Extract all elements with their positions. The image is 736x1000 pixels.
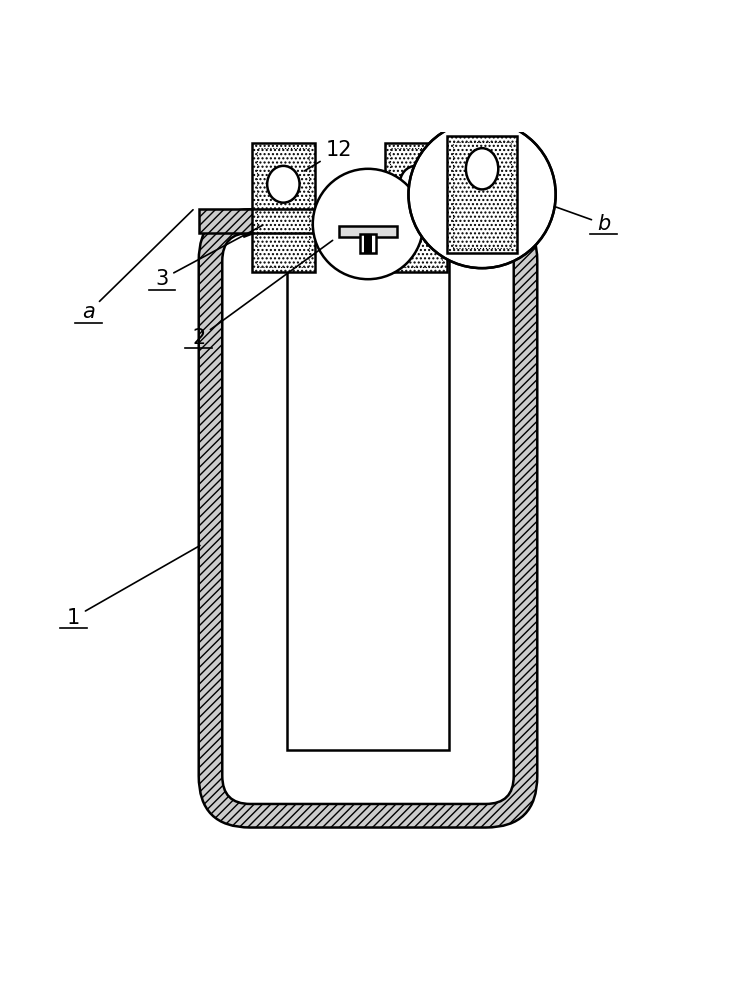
Text: b: b bbox=[555, 207, 610, 234]
Bar bbox=[384, 143, 447, 272]
Text: a: a bbox=[82, 210, 193, 322]
Bar bbox=[339, 226, 397, 237]
Bar bbox=[390, 148, 442, 267]
Ellipse shape bbox=[466, 148, 498, 189]
Bar bbox=[447, 136, 517, 253]
Text: 1: 1 bbox=[67, 546, 200, 628]
Bar bbox=[258, 148, 310, 267]
FancyBboxPatch shape bbox=[222, 233, 514, 804]
Bar bbox=[453, 142, 511, 248]
Bar bbox=[199, 209, 537, 233]
Bar bbox=[252, 143, 315, 272]
Circle shape bbox=[408, 121, 556, 268]
Bar bbox=[384, 143, 447, 272]
Ellipse shape bbox=[400, 166, 432, 203]
Bar bbox=[447, 136, 517, 253]
Text: 3: 3 bbox=[155, 225, 263, 289]
Bar bbox=[287, 228, 449, 750]
Ellipse shape bbox=[267, 166, 300, 203]
Bar bbox=[199, 209, 537, 233]
Bar bbox=[364, 234, 372, 253]
Bar bbox=[360, 234, 376, 253]
Text: 2: 2 bbox=[192, 240, 333, 348]
Text: 12: 12 bbox=[304, 140, 352, 171]
Circle shape bbox=[313, 169, 423, 279]
FancyBboxPatch shape bbox=[199, 209, 537, 828]
Bar bbox=[252, 143, 315, 272]
